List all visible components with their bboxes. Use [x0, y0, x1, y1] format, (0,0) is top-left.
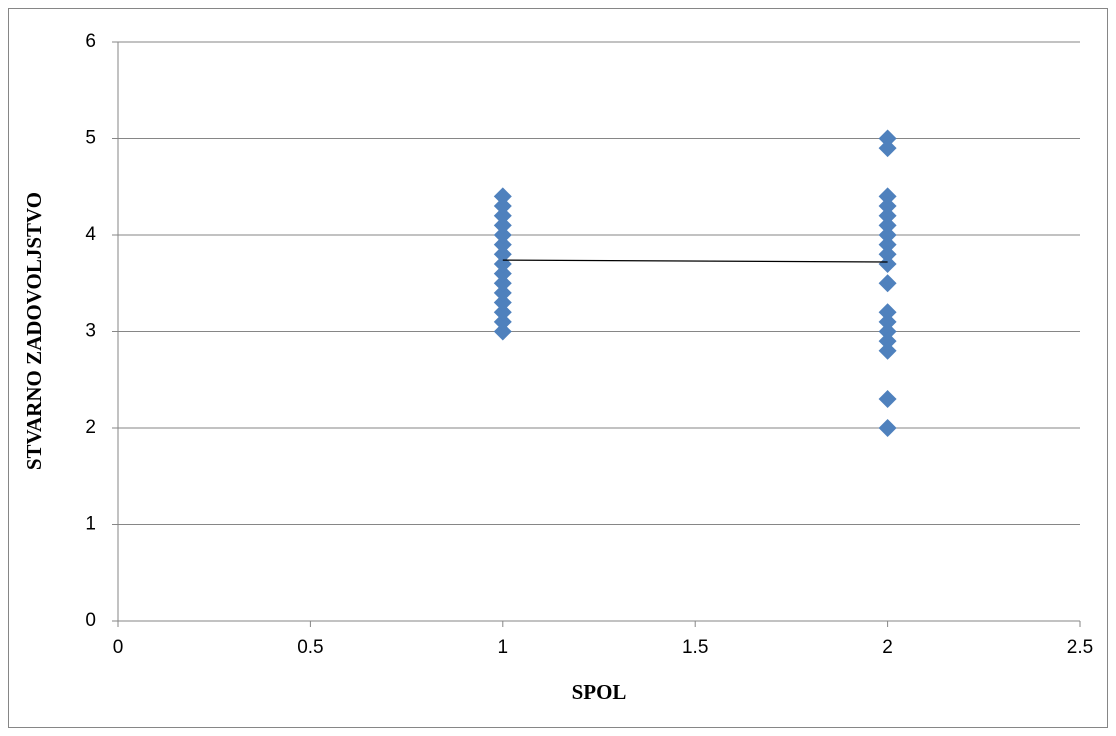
point: [878, 226, 897, 244]
point: [493, 293, 512, 312]
point: [493, 303, 512, 322]
point: [878, 235, 897, 254]
y-tick-label: 2: [85, 417, 96, 438]
point: [493, 322, 512, 341]
point: [878, 341, 897, 360]
x-tick-label: 0.5: [297, 637, 323, 658]
x-tick-label: 1.5: [682, 637, 708, 658]
chart-frame: [8, 8, 1108, 728]
y-tick-label: 6: [85, 31, 96, 52]
y-tick-label: 5: [85, 128, 96, 149]
point: [493, 226, 512, 244]
point: [878, 254, 897, 273]
point: [878, 197, 897, 216]
y-tick-label: 4: [85, 224, 96, 245]
y-tick-label: 0: [85, 610, 96, 631]
point: [878, 419, 897, 437]
point: [493, 216, 512, 235]
point: [878, 390, 897, 409]
x-tick-label: 1: [498, 637, 509, 658]
point: [493, 312, 512, 331]
x-tick-label: 2: [882, 637, 893, 658]
point: [878, 139, 897, 158]
y-axis-label: STVARNO ZADOVOLJSTVO: [22, 192, 46, 470]
point: [878, 274, 897, 293]
point: [493, 235, 512, 254]
x-tick-label: 0: [113, 637, 124, 658]
y-tick-label: 3: [85, 321, 96, 342]
point: [878, 216, 897, 235]
point: [878, 303, 897, 322]
point: [878, 312, 897, 331]
point: [493, 245, 512, 264]
x-tick-label: 2.5: [1067, 637, 1093, 658]
point: [878, 206, 897, 225]
trendline: [502, 259, 888, 263]
point: [493, 206, 512, 225]
point: [878, 322, 897, 341]
point: [878, 129, 897, 148]
point: [493, 197, 512, 216]
point: [493, 254, 512, 273]
point: [493, 264, 512, 283]
point: [878, 245, 897, 264]
point: [493, 187, 512, 206]
point: [493, 283, 512, 302]
point: [878, 187, 897, 206]
y-tick-label: 1: [85, 514, 96, 535]
x-axis-label: SPOL: [572, 680, 627, 704]
point: [878, 332, 897, 351]
point: [493, 274, 512, 293]
